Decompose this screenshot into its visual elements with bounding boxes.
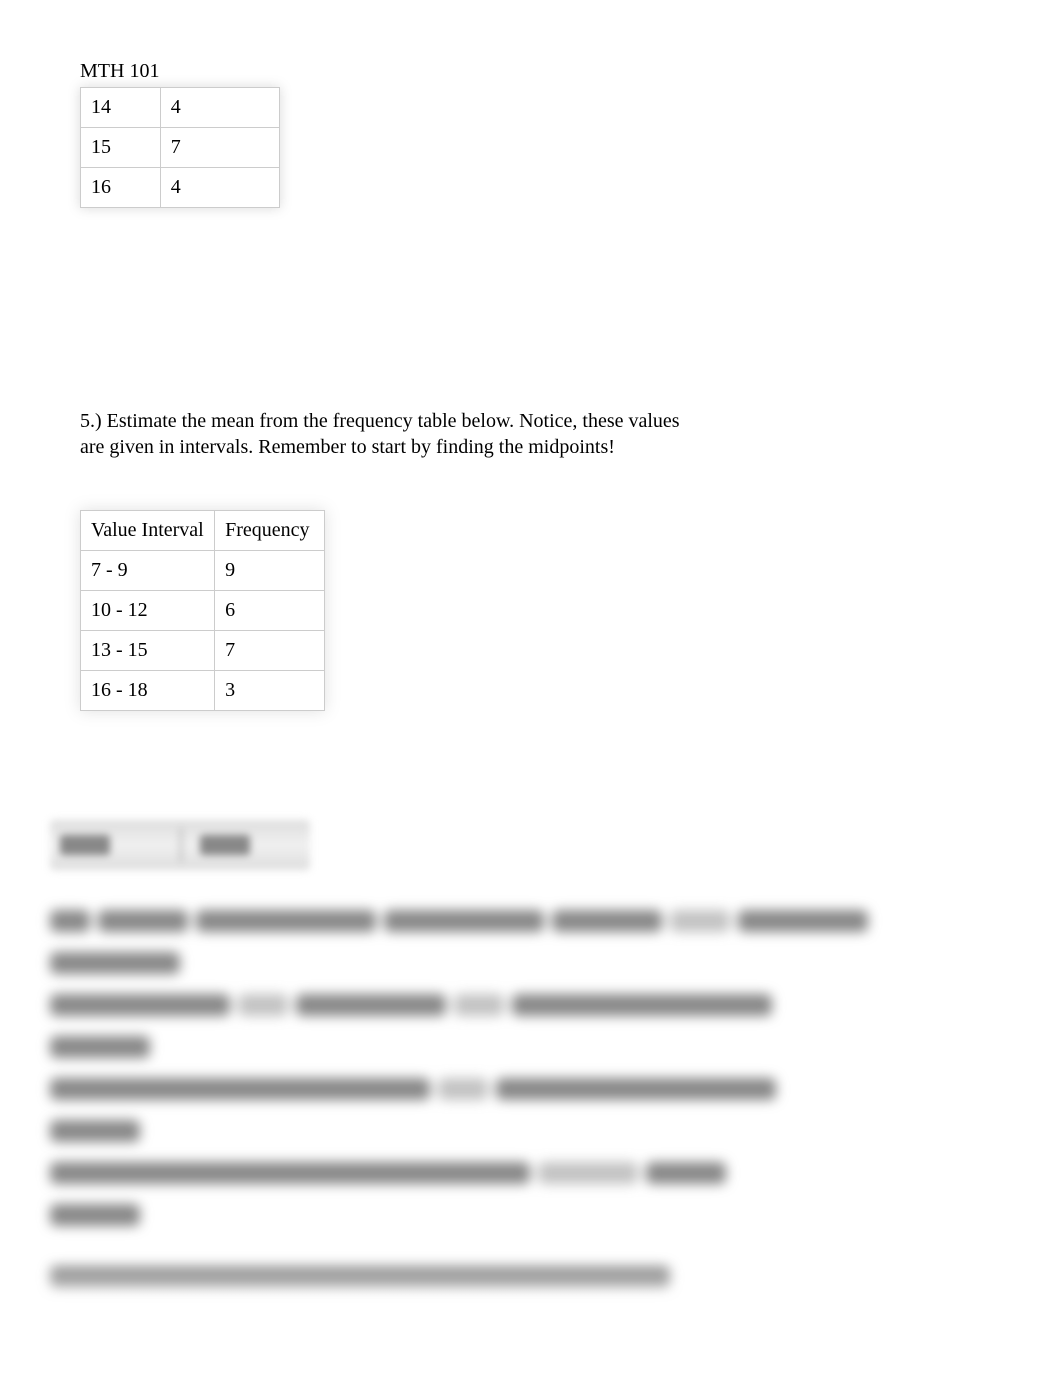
freq-cell: 7 (160, 128, 279, 168)
freq-cell: 9 (215, 551, 325, 591)
value-cell: 14 (81, 88, 161, 128)
small-frequency-table-wrapper: 14 4 15 7 16 4 (80, 87, 982, 208)
table-header-row: Value Interval Frequency (81, 511, 325, 551)
blurred-text-line (50, 1036, 880, 1058)
interval-cell: 7 - 9 (81, 551, 215, 591)
blurred-small-table (50, 820, 310, 870)
blurred-preview-content (50, 820, 880, 1308)
blurred-text-line (50, 1266, 880, 1288)
table-row: 15 7 (81, 128, 280, 168)
freq-cell: 4 (160, 88, 279, 128)
course-header: MTH 101 (80, 60, 982, 83)
blurred-text-line (50, 910, 880, 932)
freq-cell: 3 (215, 671, 325, 711)
blurred-text-line (50, 952, 880, 974)
table-row: 13 - 15 7 (81, 631, 325, 671)
freq-cell: 4 (160, 168, 279, 208)
interval-frequency-table: Value Interval Frequency 7 - 9 9 10 - 12… (80, 510, 325, 711)
interval-table-wrapper: Value Interval Frequency 7 - 9 9 10 - 12… (80, 510, 982, 711)
question-5-text: 5.) Estimate the mean from the frequency… (80, 408, 700, 460)
table-row: 16 - 18 3 (81, 671, 325, 711)
value-cell: 16 (81, 168, 161, 208)
page-content: MTH 101 14 4 15 7 16 4 5.) Estimate the … (0, 0, 1062, 771)
table-row: 14 4 (81, 88, 280, 128)
blurred-text-line (50, 994, 880, 1016)
interval-cell: 10 - 12 (81, 591, 215, 631)
table-row: 10 - 12 6 (81, 591, 325, 631)
interval-cell: 13 - 15 (81, 631, 215, 671)
blurred-text-line (50, 1204, 880, 1226)
table-row: 7 - 9 9 (81, 551, 325, 591)
freq-cell: 6 (215, 591, 325, 631)
blurred-text-line (50, 1162, 880, 1184)
freq-cell: 7 (215, 631, 325, 671)
small-frequency-table: 14 4 15 7 16 4 (80, 87, 280, 208)
value-cell: 15 (81, 128, 161, 168)
header-value-interval: Value Interval (81, 511, 215, 551)
table-row: 16 4 (81, 168, 280, 208)
header-frequency: Frequency (215, 511, 325, 551)
blurred-text-line (50, 1078, 880, 1100)
blurred-text-line (50, 1120, 880, 1142)
interval-cell: 16 - 18 (81, 671, 215, 711)
